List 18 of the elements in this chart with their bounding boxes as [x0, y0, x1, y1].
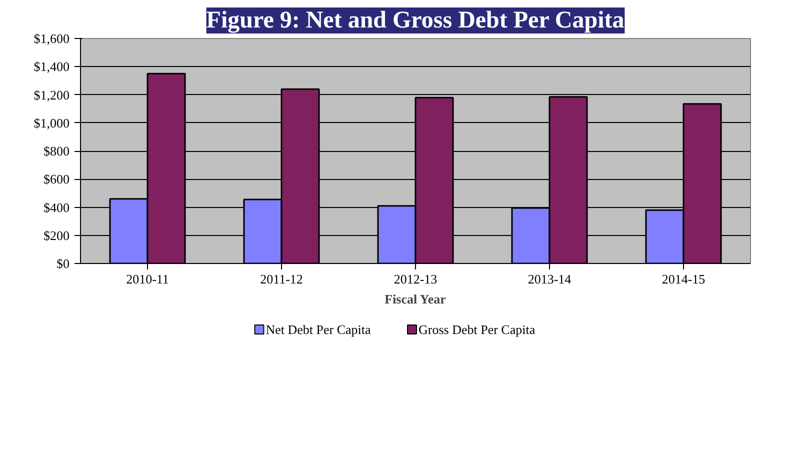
y-tick-label: $600 [44, 172, 70, 187]
x-tick-label: 2014-15 [662, 272, 706, 286]
chart-title: Figure 9: Net and Gross Debt Per Capita [206, 8, 624, 34]
x-tick-label: 2011-12 [260, 272, 303, 286]
y-tick-label: $1,400 [34, 59, 70, 74]
legend-label: Gross Debt Per Capita [418, 322, 536, 337]
y-tick-label: $200 [44, 228, 70, 243]
y-tick-label: $1,200 [34, 87, 70, 102]
y-tick-label: $1,600 [34, 31, 70, 46]
x-tick-label: 2010-11 [126, 272, 169, 286]
y-tick-label: $0 [56, 256, 70, 271]
x-tick-label: 2013-14 [528, 272, 572, 286]
y-tick-label: $800 [44, 144, 70, 158]
y-tick-label: $1,000 [34, 115, 70, 130]
x-axis-title: Fiscal Year [384, 292, 446, 306]
x-tick-label: 2012-13 [394, 272, 438, 286]
legend-label: Net Debt Per Capita [266, 322, 372, 337]
y-tick-label: $400 [44, 200, 70, 215]
